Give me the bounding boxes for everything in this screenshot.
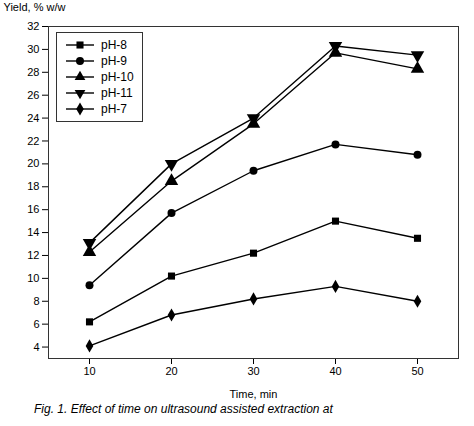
svg-text:40: 40 — [329, 365, 341, 377]
svg-text:18: 18 — [27, 180, 39, 192]
svg-text:20: 20 — [165, 365, 177, 377]
svg-text:30: 30 — [27, 43, 39, 55]
svg-text:26: 26 — [27, 89, 39, 101]
svg-text:22: 22 — [27, 135, 39, 147]
html-text:pH-7: pH-7 — [101, 102, 127, 116]
svg-text:10: 10 — [27, 272, 39, 284]
svg-text:28: 28 — [27, 66, 39, 78]
svg-text:30: 30 — [247, 365, 259, 377]
html-text:pH-10: pH-10 — [101, 70, 134, 84]
svg-text:24: 24 — [27, 112, 39, 124]
html-text:Fig. 1. Effect of time on ultr: Fig. 1. Effect of time on ultrasound ass… — [34, 402, 333, 416]
svg-text:Yield, % w/w: Yield, % w/w — [4, 1, 66, 13]
svg-text:8: 8 — [33, 295, 39, 307]
svg-text:4: 4 — [33, 341, 39, 353]
svg-text:6: 6 — [33, 318, 39, 330]
svg-text:10: 10 — [83, 365, 95, 377]
svg-text:14: 14 — [27, 226, 39, 238]
svg-text:16: 16 — [27, 203, 39, 215]
svg-text:50: 50 — [411, 365, 423, 377]
svg-text:32: 32 — [27, 20, 39, 32]
svg-text:20: 20 — [27, 157, 39, 169]
html-text:pH-11: pH-11 — [101, 86, 133, 100]
svg-text:Time, min: Time, min — [230, 388, 278, 400]
html-text:pH-9: pH-9 — [101, 54, 127, 68]
html-text:pH-8: pH-8 — [101, 38, 127, 52]
svg-text:12: 12 — [27, 249, 39, 261]
